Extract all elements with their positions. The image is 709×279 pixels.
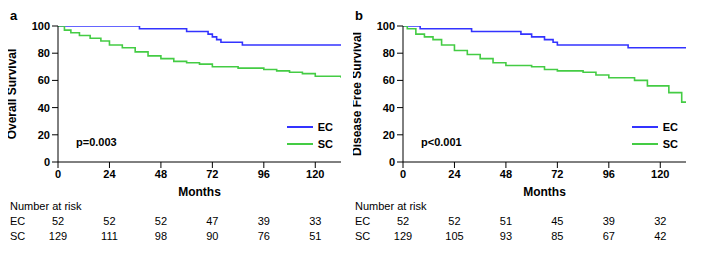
svg-text:Disease Free Survival: Disease Free Survival [353,32,364,156]
html-text:105: 105 [445,230,464,242]
html-text:85: 85 [551,230,564,242]
html-text:EC: EC [317,120,333,133]
html-text:SC: SC [662,137,678,150]
html-text:98: 98 [154,230,167,242]
html-text:52: 52 [154,215,167,227]
svg-text:96: 96 [258,168,270,180]
html-text:52: 52 [103,215,116,227]
svg-text:60: 60 [38,74,50,86]
svg-text:40: 40 [383,102,395,114]
svg-text:100: 100 [32,20,50,32]
html-text:47: 47 [206,215,219,227]
html-text:SC: SC [10,230,26,242]
html-text:33: 33 [309,215,322,227]
svg-text:0: 0 [389,156,395,168]
html-text:129: 129 [393,230,413,242]
html-text:52: 52 [448,215,461,227]
svg-text:24: 24 [103,168,116,180]
svg-text:80: 80 [383,47,395,59]
svg-text:72: 72 [206,168,218,180]
html-text:129: 129 [48,230,68,242]
html-text:32: 32 [654,215,667,227]
html-text:93: 93 [499,230,512,242]
html-text:EC: EC [355,215,371,227]
html-text:Number at risk: Number at risk [10,200,82,212]
html-text:EC: EC [662,120,678,133]
svg-text:Months: Months [178,185,221,198]
svg-text:48: 48 [155,168,167,180]
svg-text:24: 24 [448,168,461,180]
svg-text:100: 100 [377,20,395,32]
svg-text:96: 96 [603,168,615,180]
html-text:51: 51 [499,215,512,227]
html-text:90: 90 [206,230,219,242]
svg-text:Overall Survival: Overall Survival [8,49,19,140]
svg-text:0: 0 [55,168,61,180]
html-text:39: 39 [257,215,270,227]
svg-text:80: 80 [38,47,50,59]
svg-text:120: 120 [651,168,669,180]
html-text:76: 76 [257,230,270,242]
svg-text:Months: Months [523,185,566,198]
html-text:p=0.003: p=0.003 [76,136,117,148]
svg-text:40: 40 [38,102,50,114]
svg-text:20: 20 [383,129,395,141]
svg-text:20: 20 [38,129,50,141]
html-text:Number at risk: Number at risk [355,200,427,212]
svg-text:48: 48 [500,168,512,180]
html-text:SC: SC [317,137,333,150]
html-text:42: 42 [654,230,667,242]
html-text:67: 67 [602,230,615,242]
html-text:52: 52 [396,215,410,227]
html-text:a: a [10,8,18,23]
html-text:39: 39 [602,215,615,227]
html-text:51: 51 [309,230,322,242]
svg-text:0: 0 [44,156,50,168]
html-text:45: 45 [551,215,564,227]
html-text:p<0.001: p<0.001 [421,136,462,148]
svg-text:0: 0 [400,168,406,180]
svg-text:60: 60 [383,74,395,86]
html-text:EC: EC [10,215,26,227]
svg-text:72: 72 [551,168,563,180]
html-text:b: b [355,8,363,23]
html-text:111: 111 [101,230,118,242]
html-text:SC: SC [355,230,371,242]
html-text:52: 52 [51,215,65,227]
svg-text:120: 120 [306,168,324,180]
